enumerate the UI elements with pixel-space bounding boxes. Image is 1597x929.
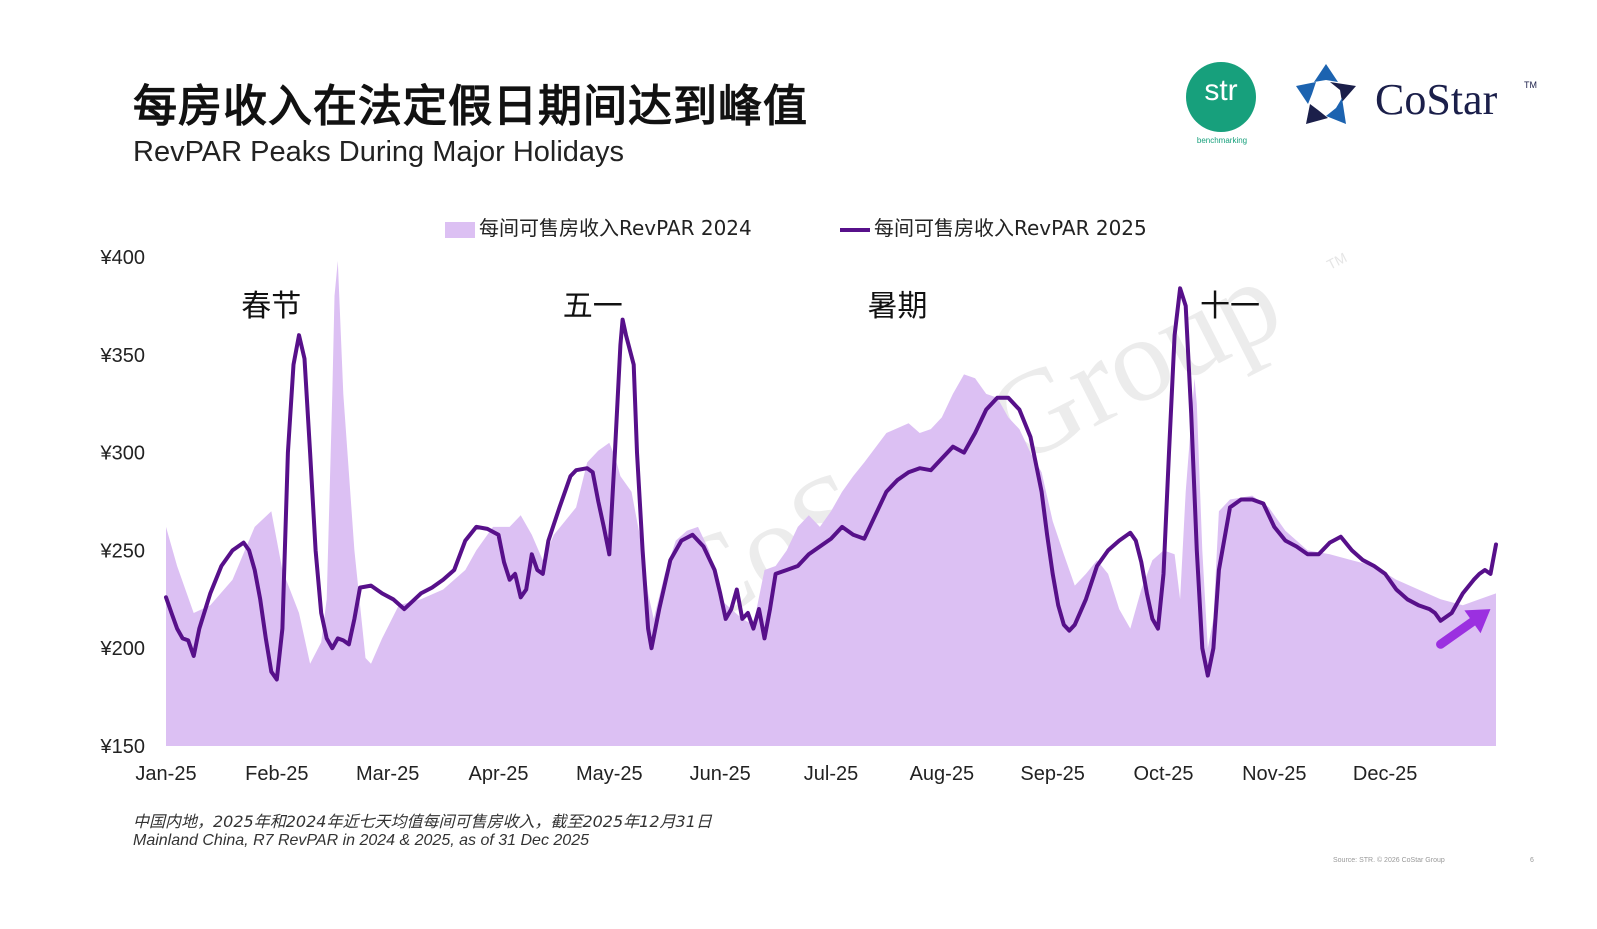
legend-swatch-line-2025 bbox=[840, 227, 870, 232]
x-tick-label: Jan-25 bbox=[135, 763, 196, 785]
x-tick-label: Jun-25 bbox=[690, 763, 751, 785]
costar-logo-text: CoStar bbox=[1375, 75, 1498, 124]
page-title-zh: 每房收入在法定假日期间达到峰值 bbox=[133, 81, 808, 132]
x-tick-label: Oct-25 bbox=[1133, 763, 1193, 785]
str-logo: str bbox=[1186, 62, 1256, 132]
str-logo-subtitle: benchmarking bbox=[1196, 136, 1248, 145]
legend-label-2025: 每间可售房收入RevPAR 2025 bbox=[874, 216, 1147, 240]
x-tick-label: Nov-25 bbox=[1242, 763, 1306, 785]
y-tick-label: ¥150 bbox=[100, 736, 146, 758]
y-tick-label: ¥300 bbox=[100, 443, 146, 465]
watermark-tm: TM bbox=[1324, 249, 1349, 272]
footnote-en: Mainland China, R7 RevPAR in 2024 & 2025… bbox=[133, 832, 589, 849]
legend-item-2025: 每间可售房收入RevPAR 2025 bbox=[840, 212, 1147, 241]
str-logo-text: str bbox=[1204, 74, 1238, 107]
trend-arrow-head-icon bbox=[1464, 609, 1491, 634]
source-note: Source: STR. © 2026 CoStar Group bbox=[1333, 857, 1445, 864]
legend-swatch-area-2024 bbox=[445, 221, 475, 238]
x-tick-label: Feb-25 bbox=[245, 763, 308, 785]
footnote-zh: 中国内地，2025年和2024年近七天均值每间可售房收入，截至2025年12月3… bbox=[133, 812, 712, 831]
y-tick-label: ¥400 bbox=[100, 247, 146, 269]
y-tick-label: ¥350 bbox=[100, 345, 146, 367]
x-tick-label: Mar-25 bbox=[356, 763, 419, 785]
y-tick-label: ¥200 bbox=[100, 638, 146, 660]
y-tick-label: ¥250 bbox=[100, 540, 146, 562]
x-tick-label: Sep-25 bbox=[1020, 763, 1085, 785]
costar-logo-tm: TM bbox=[1524, 80, 1537, 90]
page-number: 6 bbox=[1530, 857, 1534, 864]
series-2024-area bbox=[166, 260, 1496, 746]
holiday-annotation: 五一 bbox=[563, 289, 623, 324]
holiday-annotation: 春节 bbox=[241, 289, 301, 324]
page-title-en: RevPAR Peaks During Major Holidays bbox=[133, 136, 625, 168]
x-tick-label: Apr-25 bbox=[468, 763, 528, 785]
legend-item-2024: 每间可售房收入RevPAR 2024 bbox=[445, 212, 752, 241]
x-tick-label: Dec-25 bbox=[1353, 763, 1417, 785]
legend-label-2024: 每间可售房收入RevPAR 2024 bbox=[479, 216, 752, 240]
holiday-annotation: 十一 bbox=[1200, 289, 1260, 324]
x-tick-label: May-25 bbox=[576, 763, 643, 785]
x-tick-label: Aug-25 bbox=[910, 763, 975, 785]
costar-logo-mark-icon bbox=[1296, 64, 1356, 124]
series-2025-line bbox=[164, 286, 1498, 682]
holiday-annotation: 暑期 bbox=[868, 289, 928, 324]
x-tick-label: Jul-25 bbox=[804, 763, 858, 785]
